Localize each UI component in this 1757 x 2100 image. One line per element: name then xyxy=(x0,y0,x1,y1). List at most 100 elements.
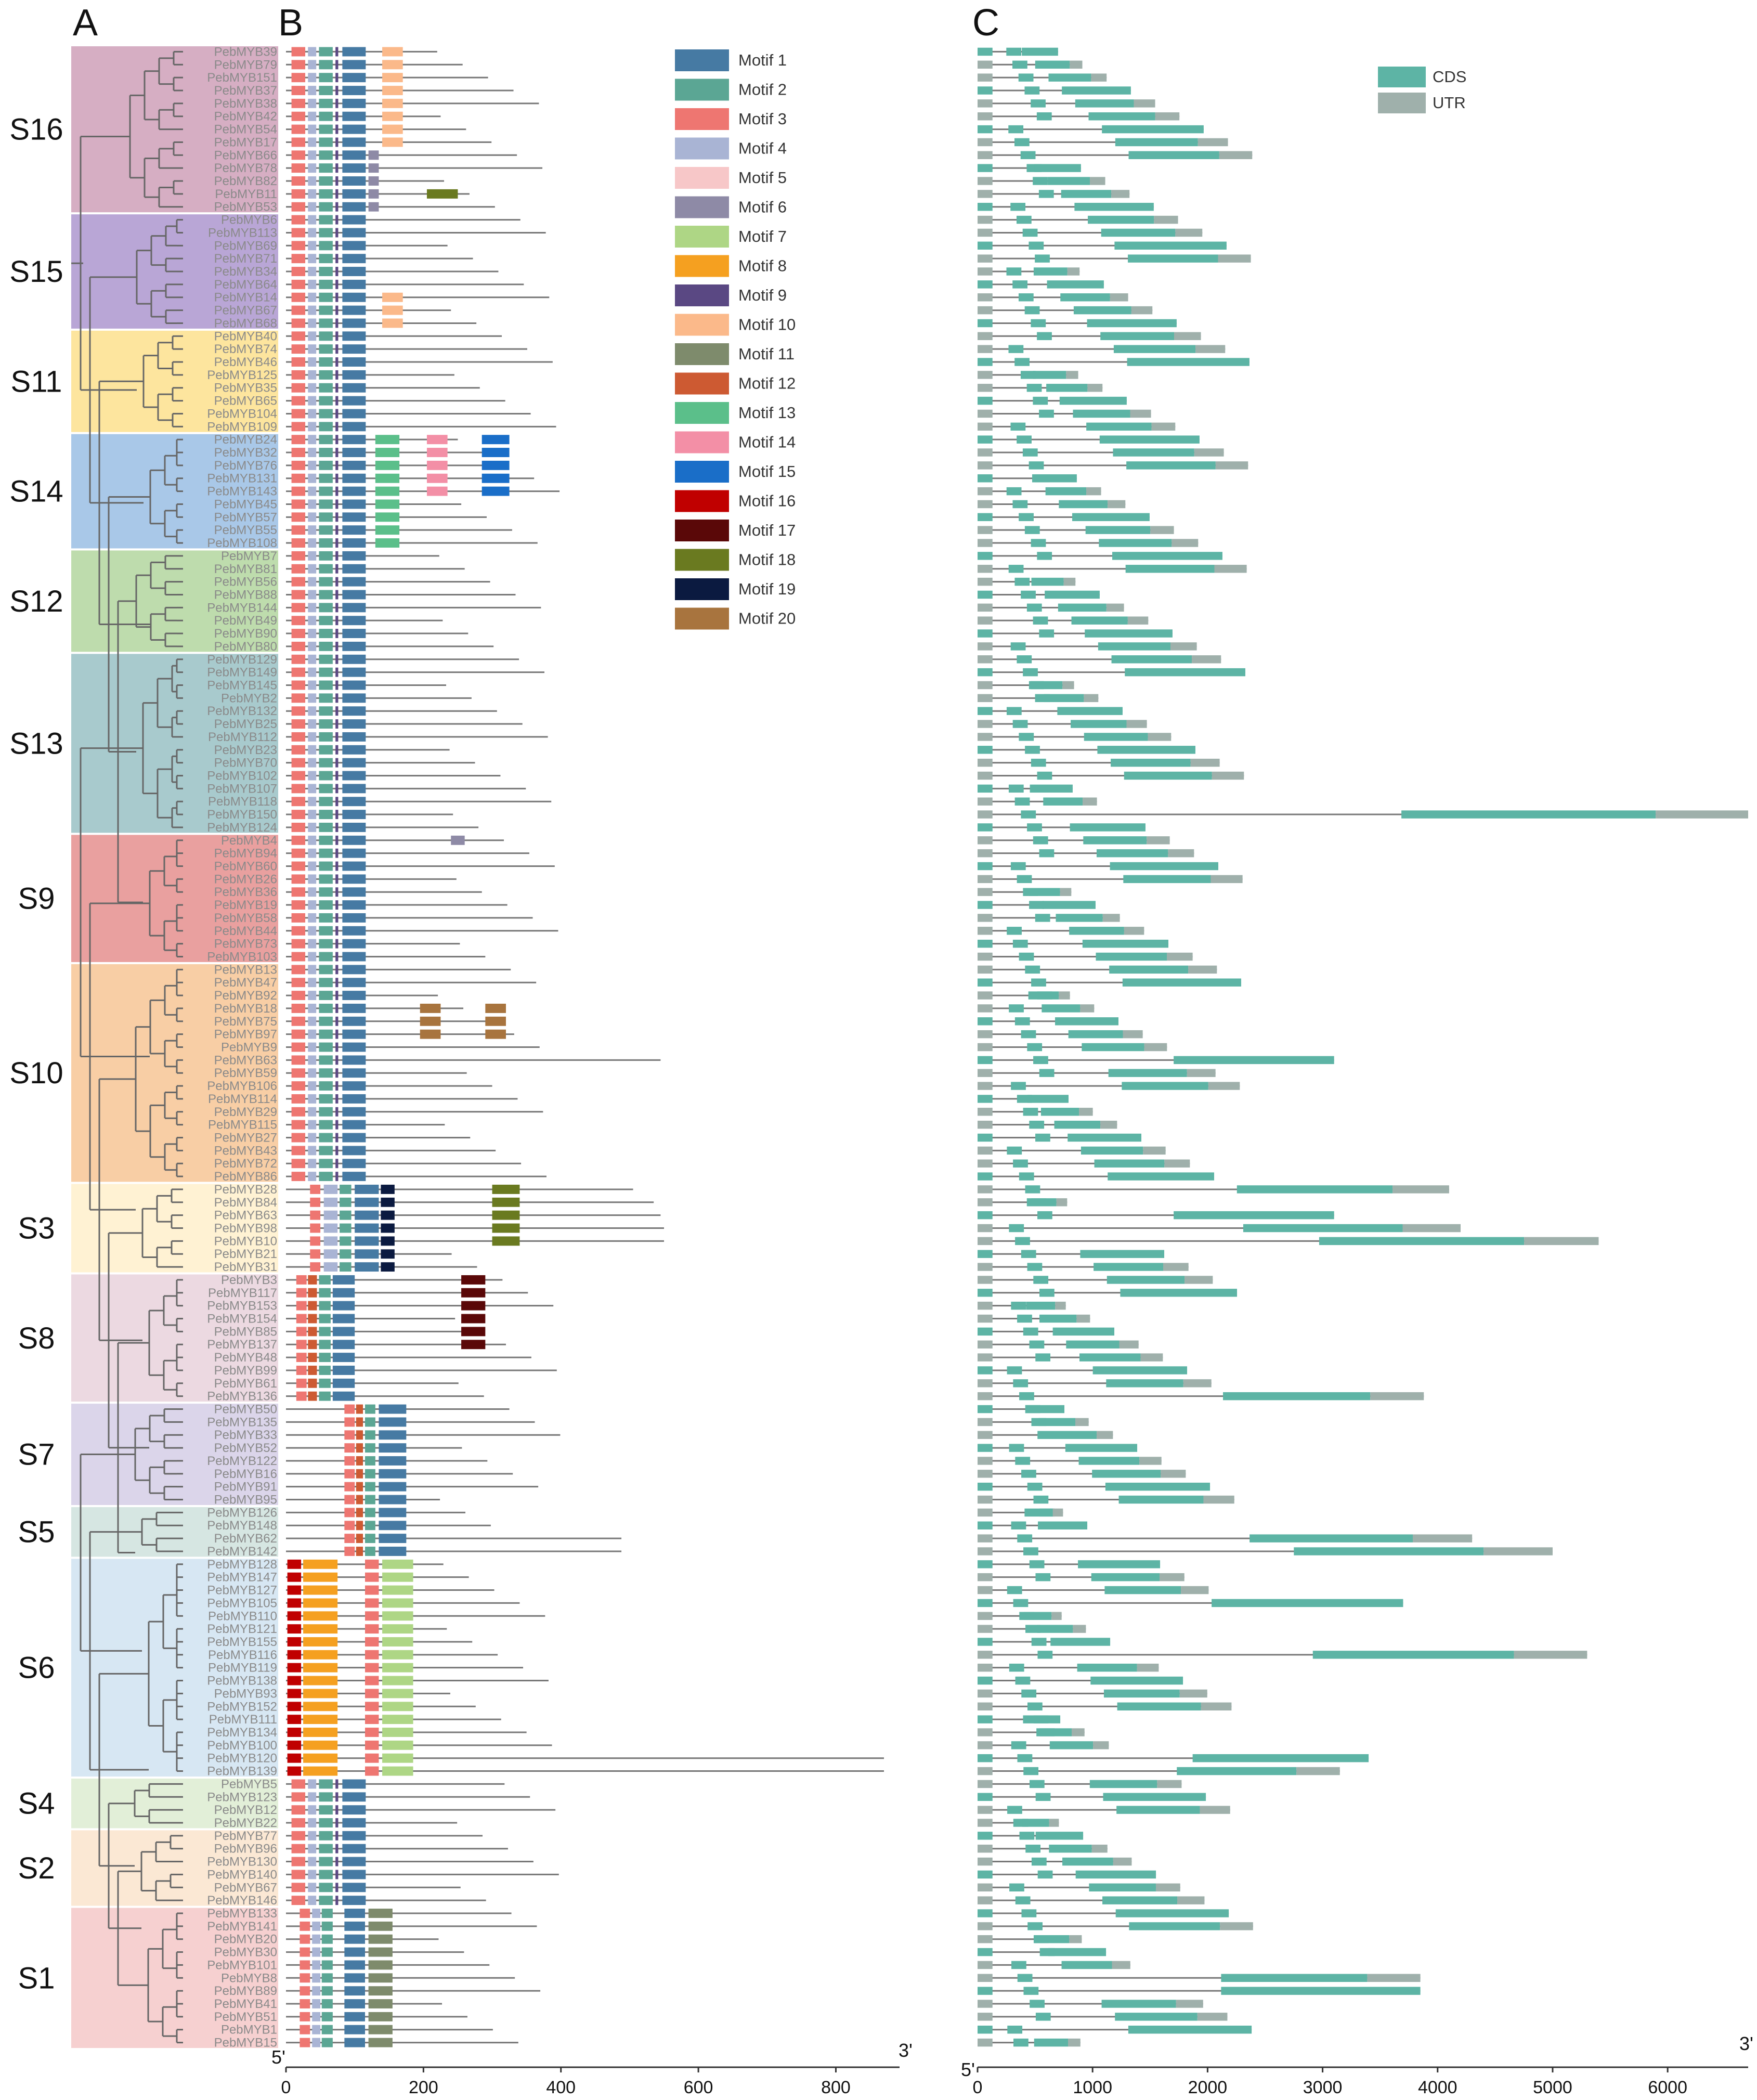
gene-label: PebMYB59 xyxy=(214,1066,277,1080)
utr-block xyxy=(1090,177,1105,185)
gene-label: PebMYB129 xyxy=(207,653,277,667)
exon-block xyxy=(978,1870,993,1879)
motif-box-4 xyxy=(323,1236,338,1246)
gene-label: PebMYB13 xyxy=(214,963,277,977)
utr-block xyxy=(1070,60,1083,69)
gene-label: PebMYB116 xyxy=(208,1648,277,1662)
motif-box-4 xyxy=(308,254,317,264)
utr-block xyxy=(1219,151,1253,159)
motif-box-7 xyxy=(382,1611,413,1621)
exon-block xyxy=(1023,668,1038,677)
exon-block xyxy=(1083,836,1147,845)
exon-block xyxy=(1013,1599,1029,1608)
motif-box-1 xyxy=(344,1909,366,1918)
utr-block xyxy=(1080,1004,1095,1013)
motif-box-2 xyxy=(319,98,333,108)
utr-block xyxy=(1066,371,1078,379)
exon-block xyxy=(1111,758,1191,767)
exon-block xyxy=(978,1806,993,1814)
utr-block xyxy=(1051,1612,1062,1620)
exon-block xyxy=(1065,1444,1138,1452)
motif-box-3 xyxy=(365,1689,379,1699)
motif-box-2 xyxy=(319,861,333,871)
motif-box-11 xyxy=(368,1947,393,1957)
motif-box-3 xyxy=(291,1159,306,1169)
motif-box-2 xyxy=(319,641,333,651)
utr-block xyxy=(1143,1146,1166,1155)
exon-block xyxy=(1087,319,1177,328)
exon-block xyxy=(1127,358,1250,366)
motif-box-4 xyxy=(308,176,317,186)
gene-label: PebMYB120 xyxy=(207,1752,277,1766)
motif-box-3 xyxy=(291,603,306,613)
exon-block xyxy=(1024,306,1040,315)
exon-block xyxy=(1060,293,1110,302)
motif-box-2 xyxy=(319,176,333,186)
exon-block xyxy=(1070,823,1146,832)
motif-box-17 xyxy=(461,1340,486,1350)
utr-block xyxy=(1124,927,1144,935)
utr-block xyxy=(1200,1806,1230,1814)
motif-box-13 xyxy=(375,499,400,509)
exon-block xyxy=(978,1625,993,1633)
motif-box-4 xyxy=(308,163,317,173)
motif-box-1 xyxy=(355,1262,379,1272)
exon-block xyxy=(978,1495,993,1504)
exon-block xyxy=(978,681,993,690)
motif-box-1 xyxy=(332,1378,355,1388)
motif-box-2 xyxy=(319,111,333,121)
motif-box-2 xyxy=(319,719,333,729)
exon-block xyxy=(1022,47,1058,56)
exon-block xyxy=(978,1056,993,1065)
motif-box-2 xyxy=(321,1986,333,1996)
motif-box-4 xyxy=(312,2025,321,2034)
gene-label: PebMYB22 xyxy=(214,1816,277,1830)
motif-box-9 xyxy=(335,861,339,871)
exon-block xyxy=(1042,901,1096,909)
motif-box-16 xyxy=(287,1740,302,1750)
exon-block xyxy=(978,1340,993,1349)
exon-block xyxy=(978,2038,993,2047)
motif-box-3 xyxy=(291,254,306,264)
exon-block xyxy=(1017,875,1032,884)
motif-box-1 xyxy=(342,1896,366,1905)
motif-box-9 xyxy=(335,383,339,393)
utr-block xyxy=(1079,1108,1093,1116)
motif-box-1 xyxy=(342,784,366,794)
motif-box-1 xyxy=(342,1792,366,1802)
exon-block xyxy=(1085,629,1173,638)
motif-box-9 xyxy=(335,978,339,988)
exon-block xyxy=(1035,1832,1084,1840)
gene-label: PebMYB71 xyxy=(214,252,277,266)
motif-box-1 xyxy=(342,965,366,975)
exon-block xyxy=(1031,577,1064,586)
exon-block xyxy=(1042,1004,1081,1013)
motif-box-2 xyxy=(319,758,333,768)
motif-box-19 xyxy=(381,1236,395,1246)
motif-box-3 xyxy=(291,86,306,95)
motif-box-8 xyxy=(303,1753,338,1763)
exon-block xyxy=(1100,332,1175,341)
motif-box-2 xyxy=(319,1883,333,1892)
motif-box-9 xyxy=(335,254,339,264)
motif-box-1 xyxy=(342,939,366,949)
motif-box-1 xyxy=(379,1417,407,1427)
motif-box-3 xyxy=(291,357,306,367)
motif-box-4 xyxy=(308,202,317,212)
motif-box-4 xyxy=(308,435,317,445)
panel-letter-c: C xyxy=(972,2,999,44)
motif-box-1 xyxy=(344,1934,366,1944)
motif-box-9 xyxy=(335,150,339,160)
motif-box-1 xyxy=(344,2012,366,2021)
motif-box-3 xyxy=(365,1766,379,1776)
motif-box-1 xyxy=(342,98,366,108)
exon-block xyxy=(1013,2038,1029,2047)
motif-box-19 xyxy=(381,1210,395,1220)
motif-box-1 xyxy=(332,1366,355,1375)
motif-box-8 xyxy=(303,1740,338,1750)
motif-box-2 xyxy=(319,603,333,613)
motif-box-2 xyxy=(340,1210,352,1220)
axis-c-tick: 6000 xyxy=(1648,2078,1687,2097)
motif-box-17 xyxy=(461,1314,486,1324)
motif-box-1 xyxy=(342,499,366,509)
